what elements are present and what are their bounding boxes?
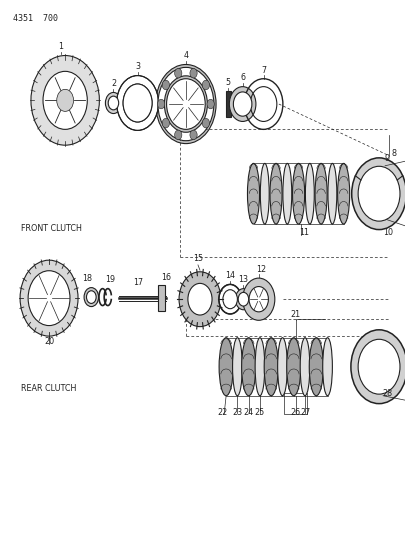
Circle shape (175, 68, 182, 78)
Circle shape (233, 92, 252, 116)
Ellipse shape (300, 338, 310, 395)
Circle shape (223, 290, 237, 309)
Text: 8: 8 (391, 149, 397, 158)
Text: 2: 2 (111, 79, 116, 88)
Ellipse shape (293, 164, 305, 224)
Circle shape (164, 76, 207, 132)
Text: 9: 9 (385, 154, 390, 163)
Text: 5: 5 (226, 78, 231, 87)
Text: 13: 13 (238, 276, 248, 285)
Circle shape (43, 71, 87, 130)
Circle shape (57, 90, 73, 111)
Ellipse shape (255, 338, 265, 395)
Ellipse shape (323, 338, 333, 395)
Ellipse shape (219, 338, 233, 395)
Circle shape (20, 260, 78, 336)
Text: FRONT CLUTCH: FRONT CLUTCH (21, 224, 82, 233)
Ellipse shape (283, 164, 292, 224)
Circle shape (175, 130, 182, 140)
Text: 14: 14 (225, 271, 235, 280)
Text: 26: 26 (290, 408, 301, 417)
Text: 4: 4 (183, 51, 188, 60)
Circle shape (166, 79, 205, 130)
Ellipse shape (278, 338, 287, 395)
Circle shape (352, 158, 406, 230)
Circle shape (207, 99, 214, 109)
Circle shape (179, 272, 221, 327)
Ellipse shape (328, 164, 337, 224)
Text: 1: 1 (59, 42, 64, 51)
Text: 3: 3 (135, 62, 140, 71)
Text: 6: 6 (240, 74, 245, 83)
Circle shape (249, 287, 268, 312)
Text: 21: 21 (290, 310, 301, 319)
Text: 16: 16 (162, 273, 172, 282)
Text: 24: 24 (244, 408, 254, 417)
Ellipse shape (242, 338, 256, 395)
Text: 23: 23 (232, 408, 242, 417)
Circle shape (188, 284, 212, 315)
Circle shape (31, 55, 100, 145)
Ellipse shape (260, 164, 269, 224)
Circle shape (117, 76, 159, 131)
Text: 12: 12 (256, 265, 266, 274)
Ellipse shape (315, 164, 327, 224)
Ellipse shape (287, 338, 301, 395)
Text: 20: 20 (44, 337, 54, 345)
Text: 18: 18 (82, 274, 92, 284)
Circle shape (156, 64, 216, 143)
Text: REAR CLUTCH: REAR CLUTCH (21, 384, 76, 393)
Text: 27: 27 (300, 408, 310, 417)
Circle shape (351, 330, 407, 403)
Circle shape (358, 166, 400, 221)
Circle shape (202, 80, 210, 90)
Circle shape (28, 271, 70, 326)
Circle shape (162, 118, 169, 128)
Circle shape (162, 80, 169, 90)
Ellipse shape (306, 164, 314, 224)
Circle shape (238, 292, 248, 306)
Text: 7: 7 (261, 66, 266, 75)
Text: 15: 15 (193, 254, 203, 263)
Circle shape (105, 92, 122, 114)
Ellipse shape (264, 338, 278, 395)
Ellipse shape (270, 164, 282, 224)
Circle shape (157, 99, 165, 109)
Circle shape (158, 67, 214, 141)
Ellipse shape (337, 164, 350, 224)
Bar (226, 91, 231, 117)
Ellipse shape (233, 338, 242, 395)
Circle shape (190, 68, 197, 78)
Text: 10: 10 (383, 229, 393, 238)
Circle shape (190, 130, 197, 140)
Circle shape (123, 84, 152, 122)
Ellipse shape (309, 338, 323, 395)
Text: 28: 28 (382, 390, 392, 398)
Circle shape (84, 288, 99, 306)
Circle shape (108, 96, 119, 110)
Text: 17: 17 (133, 278, 143, 287)
Ellipse shape (248, 164, 259, 224)
Circle shape (202, 118, 210, 128)
Text: 19: 19 (105, 276, 115, 285)
Circle shape (235, 289, 251, 310)
Circle shape (219, 285, 242, 314)
Bar (158, 285, 165, 311)
Circle shape (243, 278, 275, 320)
Circle shape (358, 340, 400, 394)
Text: 11: 11 (299, 228, 310, 237)
Text: 4351  700: 4351 700 (13, 14, 58, 23)
Circle shape (229, 87, 256, 122)
Text: 22: 22 (217, 408, 227, 417)
Text: 25: 25 (255, 408, 265, 417)
Circle shape (86, 291, 96, 303)
